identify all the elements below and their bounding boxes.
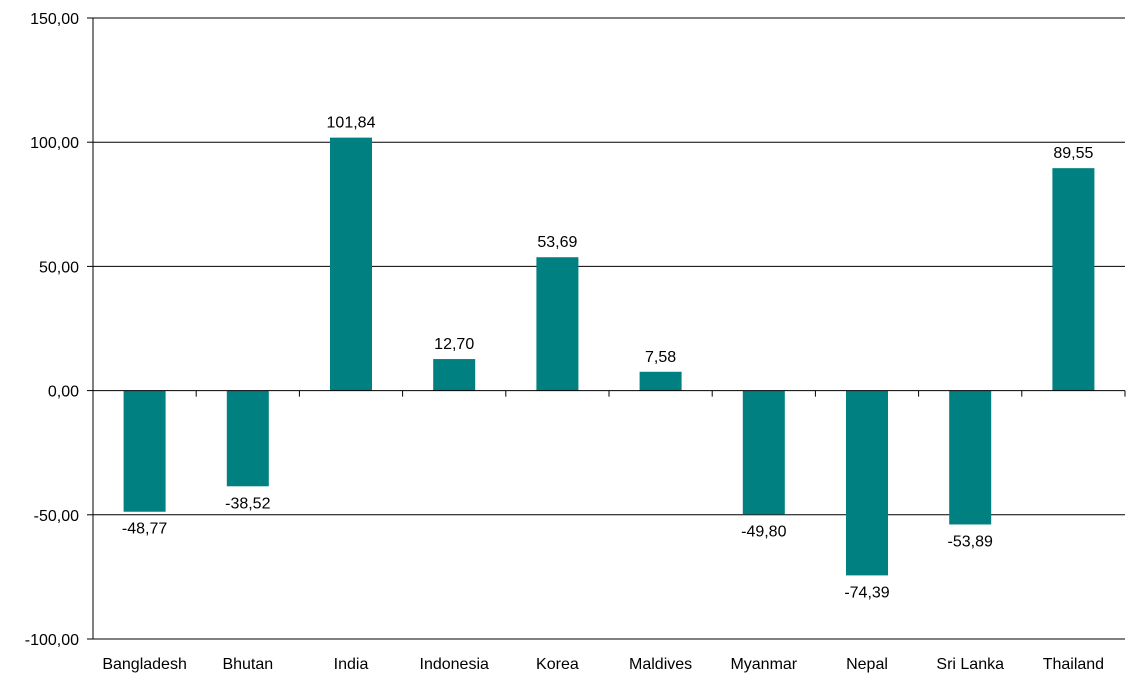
x-category-label: Myanmar xyxy=(730,656,797,673)
x-category-label: Bhutan xyxy=(222,656,273,673)
x-category-label: India xyxy=(334,656,369,673)
x-category-label: Sri Lanka xyxy=(936,656,1004,673)
data-label: -38,52 xyxy=(225,495,270,512)
x-category-label: Maldives xyxy=(629,656,692,673)
y-tick-label: 0,00 xyxy=(48,384,79,401)
y-tick-label: 100,00 xyxy=(30,135,79,152)
y-tick-label: 50,00 xyxy=(39,259,79,276)
data-label: -48,77 xyxy=(122,521,167,538)
x-category-label: Korea xyxy=(536,656,579,673)
data-label: -53,89 xyxy=(948,533,993,550)
data-label: -74,39 xyxy=(844,584,889,601)
data-label: -49,80 xyxy=(741,523,786,540)
x-category-label: Thailand xyxy=(1043,656,1104,673)
bar xyxy=(123,390,166,512)
data-label: 101,84 xyxy=(327,115,376,132)
x-category-label: Indonesia xyxy=(420,656,489,673)
data-label: 12,70 xyxy=(434,336,474,353)
x-category-label: Nepal xyxy=(846,656,888,673)
bar xyxy=(846,390,888,576)
y-tick-label: -100,00 xyxy=(25,632,79,649)
bars xyxy=(123,137,1095,576)
data-label: 53,69 xyxy=(537,234,577,251)
labels: -100,00 -50,00 0,00 50,00 100,00 150,00 -48,77… xyxy=(25,11,1104,673)
y-tick-label: -50,00 xyxy=(34,508,79,525)
data-label: 89,55 xyxy=(1053,145,1093,162)
bar xyxy=(1052,168,1095,391)
axes xyxy=(87,17,1126,640)
bar xyxy=(949,390,992,525)
bar xyxy=(226,390,269,487)
bar xyxy=(433,359,476,391)
data-label: 7,58 xyxy=(645,349,676,366)
x-category-label: Bangladesh xyxy=(102,656,187,673)
bar xyxy=(536,257,579,391)
bar xyxy=(330,137,372,391)
bar xyxy=(639,371,682,391)
y-tick-label: 150,00 xyxy=(30,11,79,28)
bar xyxy=(742,390,785,515)
